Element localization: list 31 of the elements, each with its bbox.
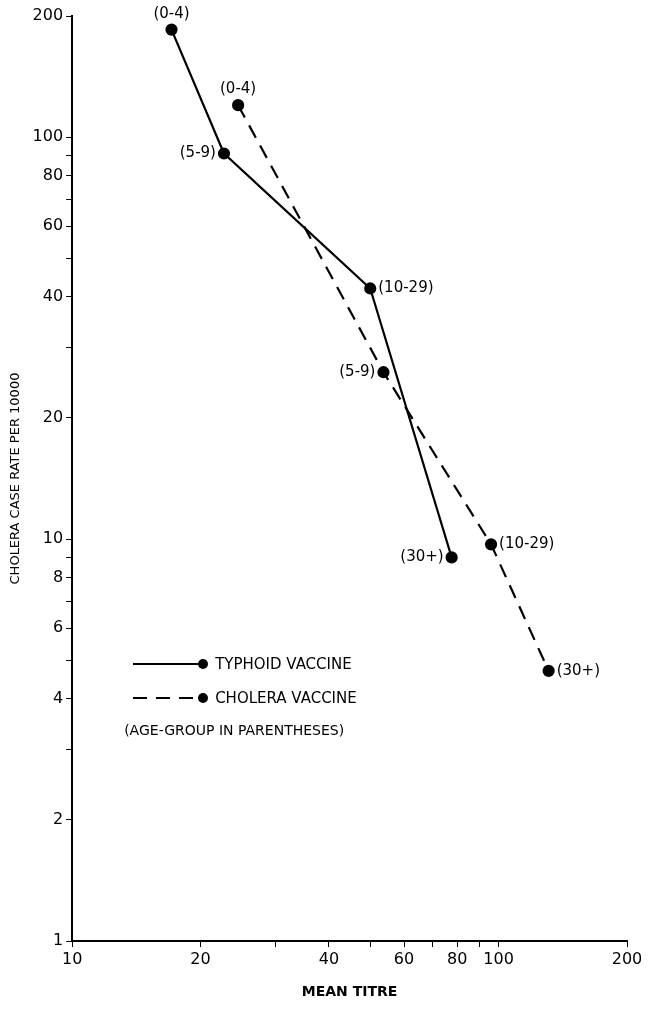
y-tick-label: 200 — [32, 5, 64, 25]
y-axis-title: CHOLERA CASE RATE PER 10000 — [7, 372, 23, 585]
y-tick-label: 1 — [52, 930, 64, 950]
y-tick-label: 2 — [52, 809, 64, 829]
legend-label: TYPHOID VACCINE — [215, 653, 352, 675]
y-tick-label: 6 — [52, 617, 64, 637]
x-tick-label: 80 — [447, 948, 468, 968]
y-tick-label: 20 — [42, 407, 64, 427]
annotation: (0-4) — [220, 79, 257, 98]
legend-label: CHOLERA VACCINE — [215, 687, 357, 709]
x-tick-label: 60 — [393, 948, 415, 968]
annotation: (30+) — [400, 547, 444, 566]
x-tick-label: 200 — [611, 948, 643, 968]
annotation: (5-9) — [339, 362, 376, 381]
y-tick-label: 40 — [42, 286, 64, 306]
y-tick-label: 60 — [42, 215, 64, 235]
y-tick-label: 4 — [52, 688, 64, 708]
x-tick-label: 20 — [190, 948, 211, 968]
annotation: (10-29) — [378, 278, 434, 297]
x-tick-label: 100 — [483, 948, 514, 968]
annotation: (5-9) — [179, 143, 216, 162]
y-tick-label: 8 — [52, 567, 64, 587]
y-tick-label: 10 — [42, 528, 64, 548]
x-axis-title: MEAN TITRE — [301, 983, 398, 1000]
annotation: (0-4) — [153, 3, 190, 22]
annotation: (10-29) — [499, 534, 555, 553]
y-tick-label: 100 — [32, 126, 64, 146]
annotation: (30+) — [556, 660, 600, 679]
y-tick-label: 80 — [42, 165, 64, 185]
annotation: (AGE-GROUP IN PARENTHESES) — [124, 722, 345, 739]
x-tick-label: 40 — [318, 948, 340, 968]
